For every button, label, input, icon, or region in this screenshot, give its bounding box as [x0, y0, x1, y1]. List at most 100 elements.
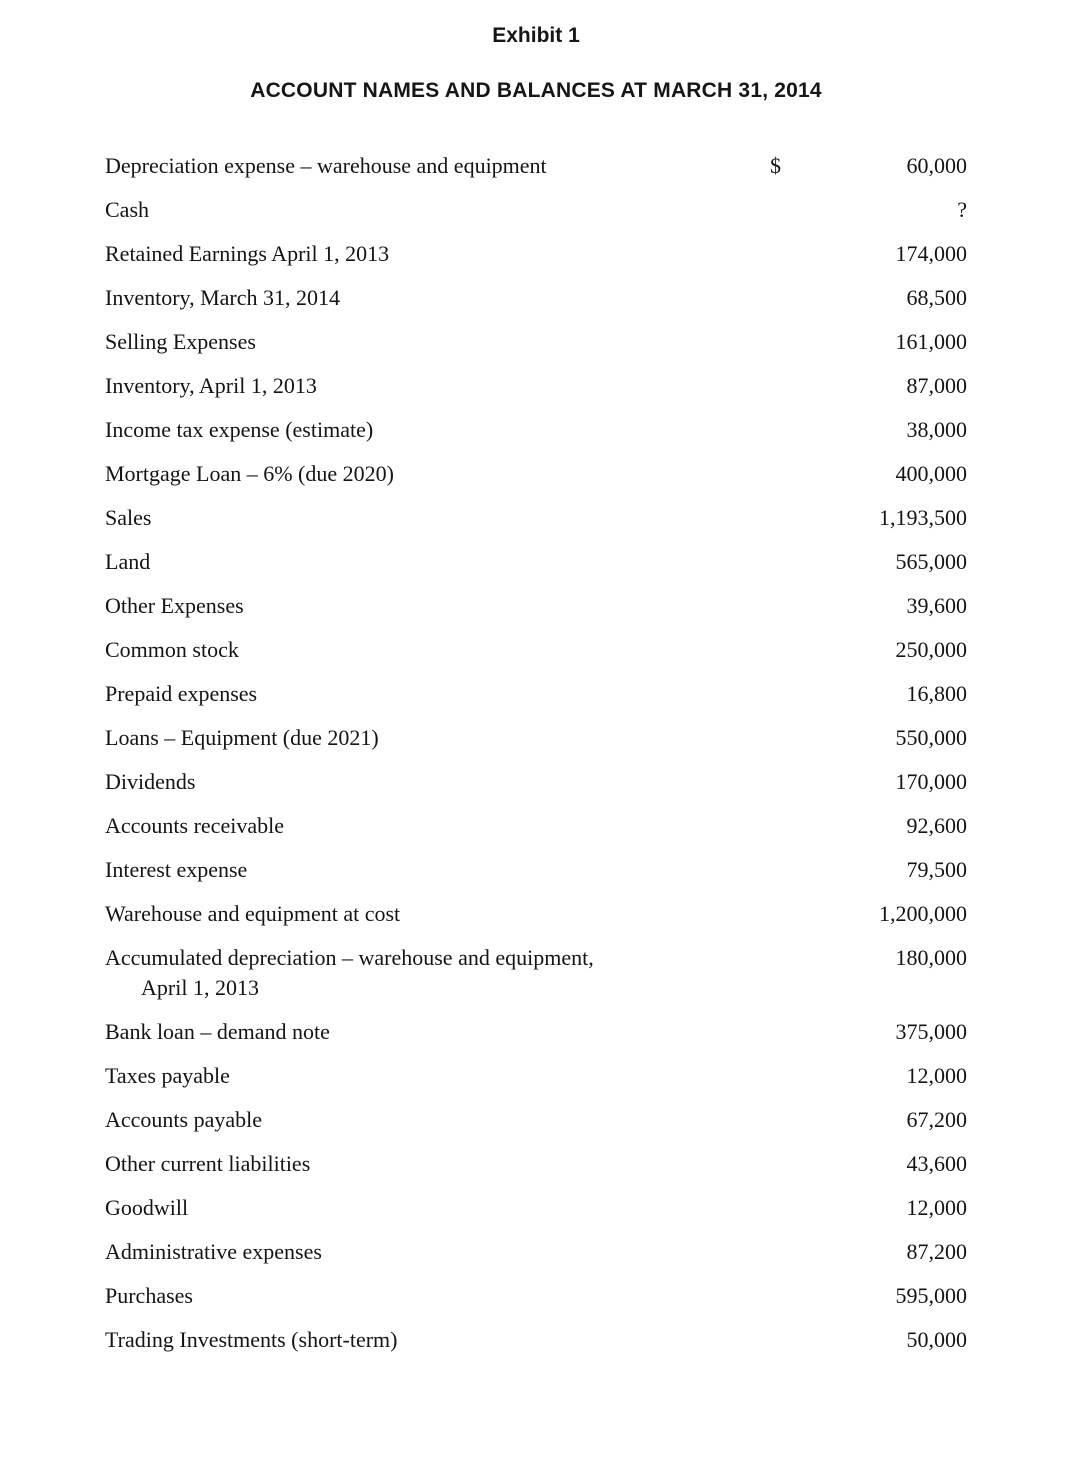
account-label-col: Interest expense	[105, 855, 770, 885]
account-label-col: Sales	[105, 503, 770, 533]
account-label: Other Expenses	[105, 593, 244, 618]
account-label: Retained Earnings April 1, 2013	[105, 241, 390, 266]
account-label-col: Inventory, March 31, 2014	[105, 283, 770, 313]
account-label-col: Cash	[105, 195, 770, 225]
table-row: Prepaid expenses 16,800	[105, 679, 967, 709]
account-label-line2: April 1, 2013	[141, 975, 259, 1000]
table-row: Other current liabilities 43,600	[105, 1149, 967, 1179]
account-label: Bank loan – demand note	[105, 1019, 330, 1044]
account-label-col: Income tax expense (estimate)	[105, 415, 770, 445]
account-label-col: Accounts receivable	[105, 811, 770, 841]
account-label: Dividends	[105, 769, 196, 794]
account-label: Common stock	[105, 637, 239, 662]
account-label: Accounts payable	[105, 1107, 262, 1132]
account-amount: 79,500	[906, 857, 968, 882]
account-amount: 68,500	[906, 285, 968, 310]
account-label-col: Prepaid expenses	[105, 679, 770, 709]
account-amount: 38,000	[906, 417, 968, 442]
account-amount: 180,000	[895, 945, 968, 970]
account-amount: 595,000	[895, 1283, 968, 1308]
account-label: Accounts receivable	[105, 813, 284, 838]
account-label-col: Warehouse and equipment at cost	[105, 899, 770, 929]
account-label-col: Selling Expenses	[105, 327, 770, 357]
table-row: Goodwill 12,000	[105, 1193, 967, 1223]
table-row: Common stock 250,000	[105, 635, 967, 665]
account-label-col: Trading Investments (short-term)	[105, 1325, 770, 1355]
account-label: Prepaid expenses	[105, 681, 258, 706]
table-row: Accounts payable 67,200	[105, 1105, 967, 1135]
account-label-col: Other current liabilities	[105, 1149, 770, 1179]
account-label: Other current liabilities	[105, 1151, 311, 1176]
table-row: Trading Investments (short-term) 50,000	[105, 1325, 967, 1355]
account-label-col: Common stock	[105, 635, 770, 665]
account-label: Mortgage Loan – 6% (due 2020)	[105, 461, 394, 486]
account-amount: 170,000	[895, 769, 968, 794]
table-row: Administrative expenses 87,200	[105, 1237, 967, 1267]
table-row: Mortgage Loan – 6% (due 2020) 400,000	[105, 459, 967, 489]
account-amount: 50,000	[906, 1327, 968, 1352]
account-label-col: Land	[105, 547, 770, 577]
account-label-col: Purchases	[105, 1281, 770, 1311]
table-row: Land 565,000	[105, 547, 967, 577]
account-label: Inventory, April 1, 2013	[105, 373, 317, 398]
account-amount: 67,200	[906, 1107, 968, 1132]
account-label-col: Accounts payable	[105, 1105, 770, 1135]
account-label-col: Bank loan – demand note	[105, 1017, 770, 1047]
table-row: Accumulated depreciation – warehouse and…	[105, 943, 967, 1003]
account-label-col: Depreciation expense – warehouse and equ…	[105, 151, 770, 181]
table-row: Accounts receivable 92,600	[105, 811, 967, 841]
account-table: Depreciation expense – warehouse and equ…	[105, 151, 967, 1355]
account-label: Goodwill	[105, 1195, 189, 1220]
exhibit-subtitle: ACCOUNT NAMES AND BALANCES AT MARCH 31, …	[250, 79, 822, 102]
account-label: Sales	[105, 505, 152, 530]
account-label-col: Mortgage Loan – 6% (due 2020)	[105, 459, 770, 489]
account-amount: 550,000	[895, 725, 968, 750]
table-row: Retained Earnings April 1, 2013 174,000	[105, 239, 967, 269]
account-label: Income tax expense (estimate)	[105, 417, 374, 442]
account-label: Taxes payable	[105, 1063, 230, 1088]
account-amount: 39,600	[906, 593, 968, 618]
table-row: Income tax expense (estimate) 38,000	[105, 415, 967, 445]
account-label: Inventory, March 31, 2014	[105, 285, 341, 310]
table-row: Taxes payable 12,000	[105, 1061, 967, 1091]
account-amount: 1,193,500	[879, 505, 967, 530]
table-row: Sales 1,193,500	[105, 503, 967, 533]
table-row: Cash?	[105, 195, 967, 225]
table-row: Interest expense 79,500	[105, 855, 967, 885]
account-amount: 1,200,000	[879, 901, 967, 926]
account-amount: 375,000	[895, 1019, 968, 1044]
account-amount: 12,000	[906, 1195, 968, 1220]
exhibit-title: Exhibit 1	[492, 24, 580, 47]
account-label: Depreciation expense – warehouse and equ…	[105, 153, 547, 178]
account-amount: 161,000	[895, 329, 968, 354]
account-label-col: Retained Earnings April 1, 2013	[105, 239, 770, 269]
account-label-col: Other Expenses	[105, 591, 770, 621]
account-amount: 43,600	[906, 1151, 968, 1176]
account-label: Warehouse and equipment at cost	[105, 901, 401, 926]
table-row: Warehouse and equipment at cost 1,200,000	[105, 899, 967, 929]
table-row: Bank loan – demand note 375,000	[105, 1017, 967, 1047]
account-label-col: Loans – Equipment (due 2021)	[105, 723, 770, 753]
table-row: Inventory, April 1, 2013 87,000	[105, 371, 967, 401]
account-label-col: Dividends	[105, 767, 770, 797]
account-label-col: Taxes payable	[105, 1061, 770, 1091]
account-amount: 400,000	[895, 461, 968, 486]
account-amount: 12,000	[906, 1063, 968, 1088]
account-label: Loans – Equipment (due 2021)	[105, 725, 379, 750]
account-label: Selling Expenses	[105, 329, 256, 354]
account-label: Cash	[105, 197, 149, 222]
table-row: Other Expenses 39,600	[105, 591, 967, 621]
table-row: Selling Expenses 161,000	[105, 327, 967, 357]
account-amount: 16,800	[906, 681, 968, 706]
account-amount: 250,000	[895, 637, 968, 662]
table-row: Inventory, March 31, 2014 68,500	[105, 283, 967, 313]
table-row: Depreciation expense – warehouse and equ…	[105, 151, 967, 181]
account-label-col: Accumulated depreciation – warehouse and…	[105, 943, 770, 1003]
account-amount: 87,000	[906, 373, 968, 398]
account-label: Land	[105, 549, 151, 574]
table-row: Loans – Equipment (due 2021) 550,000	[105, 723, 967, 753]
account-label: Trading Investments (short-term)	[105, 1327, 398, 1352]
account-label-col: Inventory, April 1, 2013	[105, 371, 770, 401]
account-label: Purchases	[105, 1283, 193, 1308]
account-label: Administrative expenses	[105, 1239, 322, 1264]
